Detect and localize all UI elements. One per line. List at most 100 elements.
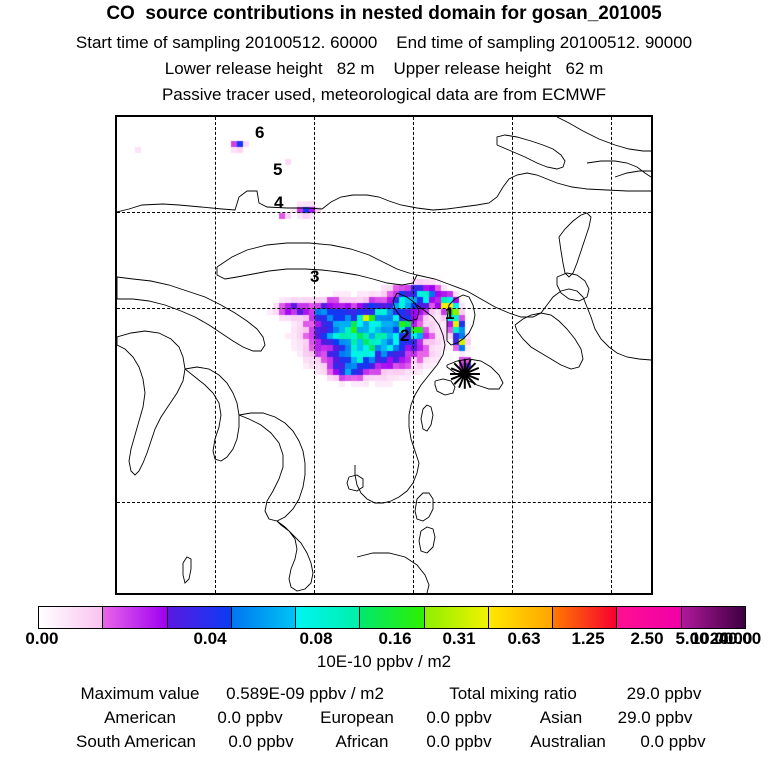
coastline-26: [586, 160, 651, 178]
colorbar-tick-labels: 0.00 0.04 0.08 0.16 0.31 0.63 1.25 2.50 5.00 10.0…: [0, 629, 768, 651]
sampling-time-line: Start time of sampling 20100512. 60000 E…: [0, 33, 768, 53]
coastline-21: [346, 474, 364, 492]
end-time-label: End time of sampling 20100512. 90000: [396, 33, 693, 52]
coastline-12: [420, 404, 434, 432]
footer-cell-1-5: 29.0 ppbv: [617, 708, 693, 727]
colorbar-segment-6: [424, 607, 489, 628]
footer-cell-1-1: 0.0 ppbv: [217, 708, 283, 727]
start-time-label: Start time of sampling 20100512. 60000: [75, 33, 378, 52]
colorbar-tick-9: 10.00: [690, 629, 734, 648]
colorbar-tick-1: 0.04: [193, 629, 227, 648]
colorbar-tick-10: 20.00: [709, 629, 753, 648]
concentration-field-canvas: [117, 117, 651, 593]
colorbar-tick-7: 2.50: [630, 629, 664, 648]
gosan-station-marker: [450, 358, 480, 389]
footer-cell-0-3: 29.0 ppbv: [626, 684, 702, 703]
gridline-horizontal-1: [117, 308, 651, 309]
page-title: CO source contributions in nested domain…: [106, 3, 662, 24]
coastline-svg: [117, 117, 651, 593]
colorbar-segment-0: [39, 607, 104, 628]
colorbar-unit-label: 10E-10 ppbv / m2: [316, 652, 452, 671]
coastline-20: [182, 556, 192, 584]
colorbar-tick-8: 5.00: [675, 629, 709, 648]
coastline-15: [238, 412, 306, 522]
colorbar-tick-2: 0.08: [299, 629, 333, 648]
footer-cell-2-5: 0.0 ppbv: [640, 732, 706, 751]
time-gap: [377, 33, 396, 52]
colorbar-wrap: [38, 606, 746, 629]
footer-cell-1-3: 0.0 ppbv: [426, 708, 492, 727]
coastline-19: [356, 552, 430, 593]
colorbar-segment-1: [103, 607, 168, 628]
coastline-0: [117, 172, 651, 213]
coastline-2: [416, 274, 651, 361]
footer-cell-2-1: 0.0 ppbv: [228, 732, 294, 751]
colorbar-tick-3: 0.16: [378, 629, 412, 648]
coastline-6: [446, 294, 476, 346]
coastline-23: [392, 292, 420, 322]
footer-row-2: South American 0.0 ppbv African 0.0 ppbv Aus…: [0, 732, 768, 756]
coastline-14: [184, 366, 240, 462]
coastline-11: [354, 462, 420, 504]
coastline-17: [414, 492, 434, 522]
colorbar-segment-5: [360, 607, 425, 628]
colorbar-segment-7: [488, 607, 554, 628]
gridline-vertical-3: [512, 117, 513, 593]
coastline-16: [276, 520, 314, 592]
lower-release-label: Lower release height 82 m: [164, 59, 375, 78]
map-label-1: 1: [445, 304, 455, 323]
colorbar: [38, 606, 746, 629]
coastline-7: [514, 312, 584, 370]
coastline-10: [408, 304, 446, 464]
coastline-25: [614, 170, 651, 178]
footer-cell-0-2: Total mixing ratio: [449, 684, 577, 703]
footer-cell-2-3: 0.0 ppbv: [426, 732, 492, 751]
colorbar-segment-3: [231, 607, 297, 628]
footer-cell-1-4: Asian: [539, 708, 583, 727]
colorbar-tick-5: 0.63: [507, 629, 541, 648]
colorbar-tick-4: 0.31: [442, 629, 476, 648]
map-label-3: 3: [310, 267, 320, 286]
coastline-13: [117, 330, 186, 476]
coastline-22: [117, 276, 266, 352]
map-label-4: 4: [274, 193, 284, 212]
footer-row-1: American 0.0 ppbv European 0.0 ppbv Asian 29.…: [0, 708, 768, 732]
colorbar-segment-8: [553, 607, 618, 628]
coastline-5: [496, 134, 566, 170]
footer-cell-2-2: African: [335, 732, 389, 751]
gridline-vertical-4: [611, 117, 612, 593]
footer-cell-1-2: European: [320, 708, 394, 727]
release-height-line: Lower release height 82 m Upper release …: [0, 59, 768, 79]
coastline-4: [556, 117, 651, 152]
footer-cell-2-0: South American: [75, 732, 197, 751]
map-label-5: 5: [273, 160, 283, 179]
map-label-6: 6: [255, 123, 265, 142]
gridline-vertical-2: [413, 117, 414, 593]
footer-cell-0-0: Maximum value: [80, 684, 200, 703]
coastline-24: [556, 272, 590, 302]
tracer-info-label: Passive tracer used, meteorological data…: [161, 85, 607, 104]
coastline-1: [216, 242, 418, 286]
upper-release-label: Upper release height 62 m: [393, 59, 604, 78]
colorbar-tick-11: 40.00: [718, 629, 762, 648]
colorbar-tick-6: 1.25: [571, 629, 605, 648]
coastline-3: [558, 212, 592, 278]
gridline-vertical-1: [314, 117, 315, 593]
summary-footer: Maximum value 0.589E-09 ppbv / m2 Total mi…: [0, 684, 768, 756]
coastline-18: [418, 526, 436, 554]
footer-row-0: Maximum value 0.589E-09 ppbv / m2 Total mi…: [0, 684, 768, 708]
footer-cell-2-4: Australian: [530, 732, 606, 751]
height-gap: [375, 59, 394, 78]
colorbar-segment-9: [617, 607, 682, 628]
footer-cell-1-0: American: [104, 708, 176, 727]
gridline-vertical-0: [215, 117, 216, 593]
map-label-2: 2: [400, 326, 410, 345]
gridline-horizontal-0: [117, 212, 651, 213]
colorbar-segment-10: [681, 607, 745, 628]
footer-cell-0-1: 0.589E-09 ppbv / m2: [226, 684, 384, 703]
colorbar-segment-2: [167, 607, 232, 628]
colorbar-tick-0: 0.00: [25, 629, 59, 648]
colorbar-segment-4: [296, 607, 361, 628]
coastline-9: [434, 378, 456, 396]
